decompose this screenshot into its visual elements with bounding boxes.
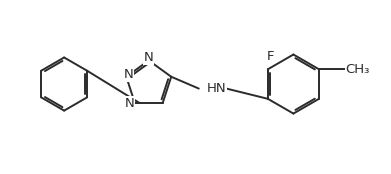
Text: CH₃: CH₃ — [346, 63, 370, 76]
Text: N: N — [125, 97, 135, 110]
Text: N: N — [144, 51, 154, 64]
Text: HN: HN — [207, 82, 226, 95]
Text: N: N — [124, 68, 133, 81]
Text: F: F — [267, 50, 274, 63]
